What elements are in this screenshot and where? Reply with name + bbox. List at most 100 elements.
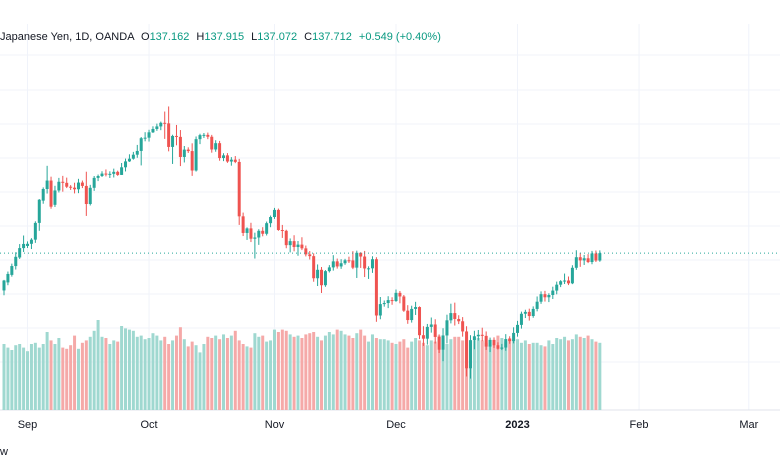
candle-body xyxy=(323,271,327,286)
candle-body xyxy=(327,267,331,272)
candle-body xyxy=(543,294,547,298)
volume-bar xyxy=(210,338,214,410)
candle-body xyxy=(135,150,139,155)
candle-body xyxy=(472,336,476,341)
volume-bar xyxy=(480,340,484,410)
candle-body xyxy=(76,182,80,190)
volume-bar xyxy=(351,338,355,410)
volume-bar xyxy=(296,335,300,410)
volume-bar xyxy=(500,338,504,410)
time-tick-label: Feb xyxy=(630,419,649,431)
candle-body xyxy=(496,345,500,349)
volume-bar xyxy=(386,340,390,410)
volume-bar xyxy=(174,335,178,410)
candle-body xyxy=(198,135,202,140)
volume-bar xyxy=(555,338,559,410)
volume-bar xyxy=(484,342,488,410)
candle-body xyxy=(171,135,175,147)
volume-bar xyxy=(225,338,229,410)
candle-body xyxy=(182,149,186,157)
candle-body xyxy=(339,263,343,267)
candle-body xyxy=(370,259,374,269)
candle-body xyxy=(57,181,61,191)
candle-body xyxy=(410,308,414,321)
volume-bar xyxy=(280,329,284,410)
volume-bar xyxy=(563,336,567,410)
candle-body xyxy=(398,292,402,297)
volume-bar xyxy=(461,340,465,410)
candle-body xyxy=(100,173,104,177)
candle-body xyxy=(355,252,359,268)
volume-bar xyxy=(531,342,535,410)
volume-bar xyxy=(29,344,33,410)
volume-bar xyxy=(147,338,151,410)
candle-body xyxy=(465,331,469,369)
candle-body xyxy=(386,300,390,304)
volume-bar xyxy=(288,334,292,410)
candle-body xyxy=(10,266,14,275)
volume-bar xyxy=(539,345,543,410)
candle-body xyxy=(202,134,206,136)
change-value: +0.549 (+0.40%) xyxy=(358,31,441,43)
volume-bar xyxy=(292,336,296,410)
volume-bar xyxy=(574,334,578,410)
volume-bar xyxy=(582,338,586,410)
candle-body xyxy=(421,335,425,339)
volume-bar xyxy=(112,340,116,410)
candle-body xyxy=(359,252,363,257)
volume-bar xyxy=(449,339,453,410)
volume-bar xyxy=(26,351,30,410)
candle-body xyxy=(488,339,492,347)
candle-body xyxy=(206,134,210,137)
volume-bar xyxy=(418,340,422,410)
volume-bar xyxy=(316,336,320,410)
candle-body xyxy=(167,123,171,147)
volume-bar xyxy=(335,329,339,410)
chart-legend: Japanese Yen, 1D, OANDA O137.162 H137.91… xyxy=(0,31,441,43)
volume-bar xyxy=(229,335,233,410)
candle-body xyxy=(468,340,472,369)
candle-body xyxy=(461,321,465,332)
volume-bar xyxy=(37,347,41,410)
candle-body xyxy=(112,171,116,174)
volume-bar xyxy=(33,342,37,410)
candle-body xyxy=(555,284,559,291)
volume-bar xyxy=(304,334,308,410)
candle-body xyxy=(29,239,33,244)
candle-body xyxy=(504,339,508,348)
candle-body xyxy=(527,311,531,317)
candle-body xyxy=(151,128,155,133)
volume-bar xyxy=(312,332,316,410)
candle-body xyxy=(351,260,355,268)
volume-bar xyxy=(261,335,265,410)
candle-body xyxy=(155,126,159,129)
volume-bar xyxy=(108,344,112,410)
candle-body xyxy=(131,154,135,159)
volume-bar xyxy=(84,340,88,410)
candle-body xyxy=(214,143,218,150)
volume-bar xyxy=(370,334,374,410)
volume-bar xyxy=(6,347,10,410)
candle-body xyxy=(73,187,77,190)
candle-body xyxy=(186,149,190,152)
volume-bar xyxy=(18,344,22,410)
candle-body xyxy=(26,243,30,246)
candle-body xyxy=(519,313,523,325)
volume-bar xyxy=(237,340,241,410)
volume-bar xyxy=(496,335,500,410)
volume-bar xyxy=(570,339,574,410)
candle-body xyxy=(41,189,45,201)
time-tick-label: Oct xyxy=(140,419,157,431)
candle-body xyxy=(551,290,555,295)
low-value: 137.072 xyxy=(257,31,298,43)
candle-body xyxy=(433,324,437,337)
volume-bar xyxy=(320,340,324,410)
volume-bar xyxy=(327,332,331,410)
volume-bar xyxy=(245,346,249,410)
candle-body xyxy=(539,294,543,302)
candle-body xyxy=(590,253,594,263)
candle-body xyxy=(492,339,496,346)
candle-body xyxy=(476,334,480,337)
volume-bar xyxy=(523,340,527,410)
